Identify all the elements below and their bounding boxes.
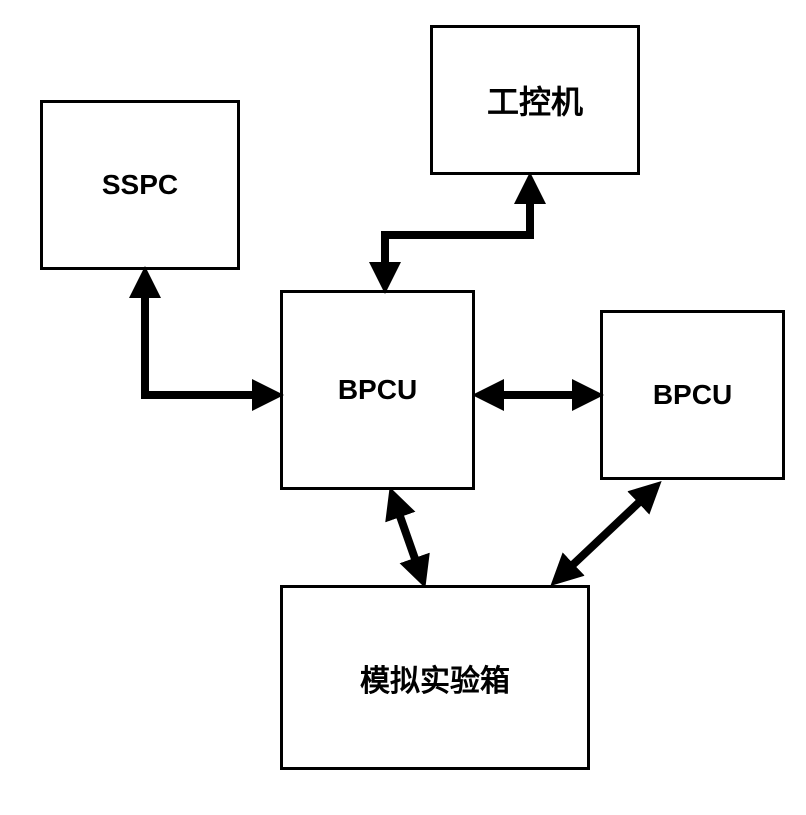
- node-bpcu-right-label: BPCU: [653, 379, 732, 411]
- node-simbox-label: 模拟实验箱: [360, 656, 510, 700]
- node-simbox: 模拟实验箱: [280, 585, 590, 770]
- node-ipc-label: 工控机: [487, 77, 583, 123]
- node-ipc: 工控机: [430, 25, 640, 175]
- edge-bpcu-left-simbox: [395, 502, 420, 573]
- edge-sspc-bpcu-left: [145, 282, 268, 395]
- node-bpcu-left-label: BPCU: [338, 374, 417, 406]
- node-bpcu-right: BPCU: [600, 310, 785, 480]
- node-sspc-label: SSPC: [102, 169, 178, 201]
- edge-bpcu-right-simbox: [562, 492, 650, 575]
- node-sspc: SSPC: [40, 100, 240, 270]
- edge-ipc-bpcu: [385, 188, 530, 278]
- node-bpcu-left: BPCU: [280, 290, 475, 490]
